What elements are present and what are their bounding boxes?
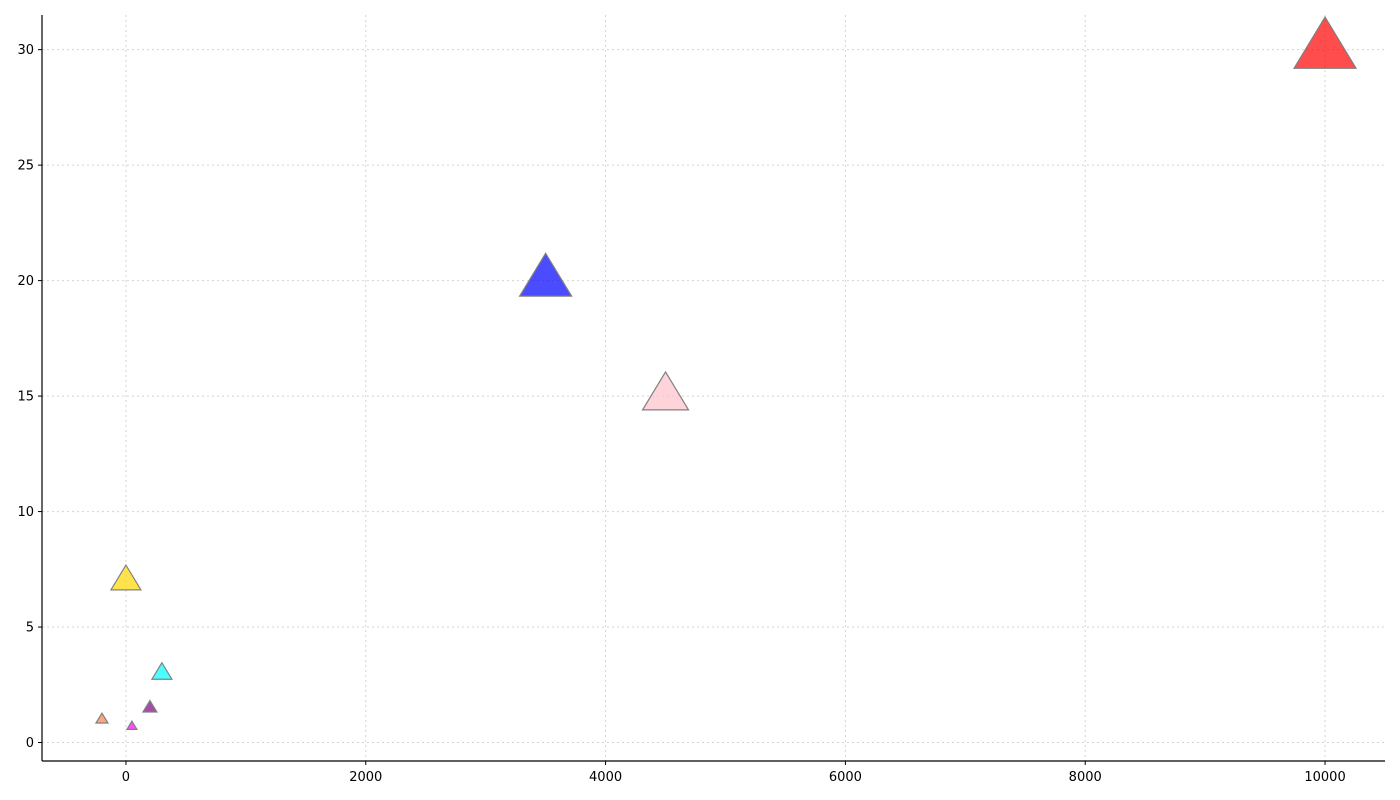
data-point bbox=[150, 661, 173, 680]
x-tick-label: 0 bbox=[122, 770, 130, 785]
x-tick-label: 2000 bbox=[349, 770, 382, 785]
y-tick-label: 0 bbox=[26, 736, 34, 751]
x-tick-label: 6000 bbox=[829, 770, 862, 785]
data-point bbox=[109, 563, 143, 591]
tick-layer: 0 2000 4000 6000 8000 10000 0 5 10 15 20 25 30 bbox=[17, 43, 1345, 785]
y-tick-label: 25 bbox=[17, 159, 34, 174]
grid-layer bbox=[42, 15, 1385, 761]
data-point bbox=[518, 252, 573, 297]
x-tick-label: 8000 bbox=[1069, 770, 1102, 785]
y-tick-label: 15 bbox=[17, 390, 34, 405]
y-tick-label: 20 bbox=[17, 274, 34, 289]
y-tick-label: 30 bbox=[17, 43, 34, 58]
y-tick-label: 10 bbox=[17, 505, 34, 520]
y-tick-label: 5 bbox=[26, 621, 34, 636]
data-point bbox=[125, 719, 138, 730]
x-tick-label: 10000 bbox=[1304, 770, 1345, 785]
data-point bbox=[141, 699, 158, 713]
data-point bbox=[94, 711, 110, 724]
data-point bbox=[641, 370, 690, 411]
data-point bbox=[1292, 15, 1358, 69]
axis-layer bbox=[41, 15, 1385, 762]
marker-layer bbox=[94, 15, 1358, 730]
x-tick-label: 4000 bbox=[589, 770, 622, 785]
